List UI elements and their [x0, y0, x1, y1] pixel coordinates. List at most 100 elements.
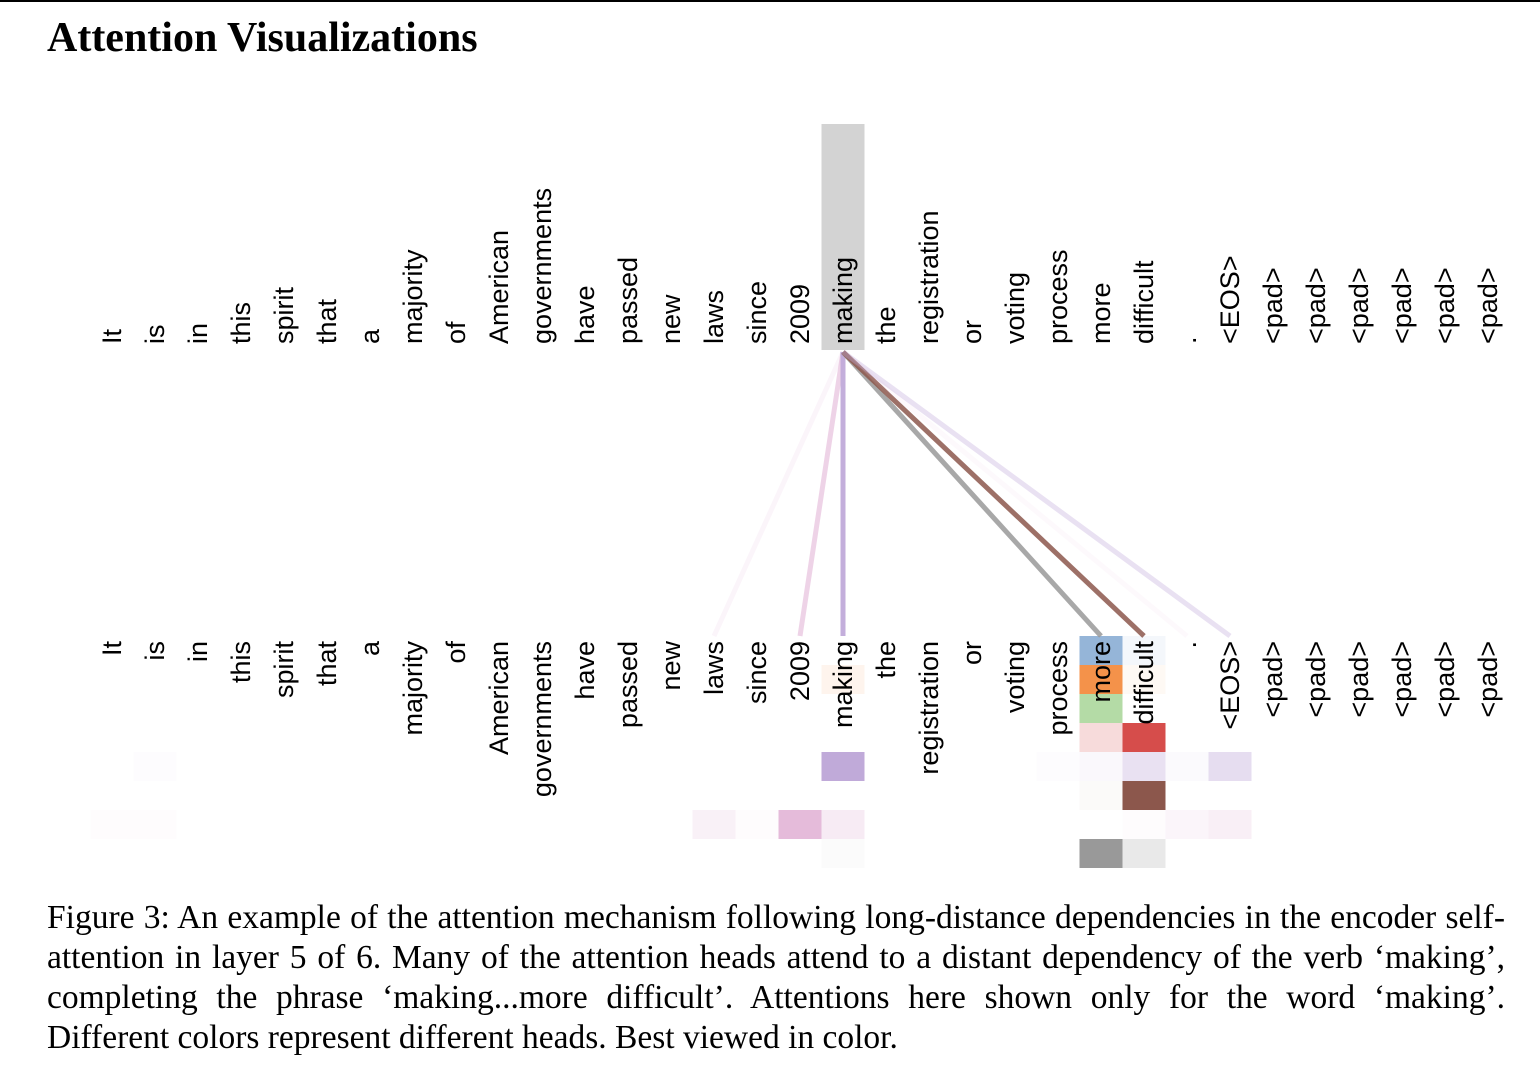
attention-cell	[1122, 839, 1166, 868]
top-token: new	[656, 294, 686, 344]
top-token: a	[355, 328, 385, 344]
bottom-token: spirit	[269, 641, 299, 699]
attention-cell	[1122, 752, 1166, 781]
top-token: registration	[914, 210, 944, 344]
attention-link	[841, 349, 1232, 639]
attention-cell	[735, 810, 779, 839]
bottom-token: <pad>	[1430, 641, 1460, 718]
attention-link	[841, 350, 1189, 638]
attention-cell	[1080, 781, 1123, 810]
top-token: in	[183, 323, 213, 344]
attention-cell	[90, 810, 134, 839]
bottom-token: process	[1043, 641, 1073, 736]
attention-cell	[1208, 752, 1252, 781]
attention-cell	[1122, 810, 1166, 839]
bottom-token: since	[742, 641, 772, 704]
top-token: that	[312, 298, 342, 344]
top-token: more	[1086, 282, 1116, 344]
attention-link	[841, 350, 1146, 638]
bottom-token: <pad>	[1344, 641, 1374, 718]
attention-cell	[1122, 781, 1166, 810]
top-token: is	[140, 325, 170, 345]
bottom-token: more	[1086, 641, 1116, 703]
top-token: .	[1172, 336, 1202, 344]
attention-link	[711, 350, 846, 638]
bottom-token: registration	[914, 641, 944, 775]
top-token: <pad>	[1387, 267, 1417, 344]
figure-caption: Figure 3: An example of the attention me…	[47, 899, 1505, 1056]
attention-cell	[821, 752, 865, 781]
bottom-token: a	[355, 640, 385, 656]
attention-cell	[1079, 752, 1123, 781]
top-token: of	[441, 321, 471, 344]
top-token: <pad>	[1301, 267, 1331, 344]
bottom-token: <pad>	[1473, 641, 1503, 718]
bottom-token: 2009	[785, 641, 815, 701]
attention-link	[841, 350, 1103, 638]
attention-cell	[821, 839, 865, 868]
top-token: It	[97, 328, 127, 344]
attention-cell	[1165, 752, 1209, 781]
top-token: this	[226, 302, 256, 344]
bottom-token: .	[1172, 641, 1202, 649]
top-token: 2009	[785, 284, 815, 344]
top-token: <pad>	[1430, 267, 1460, 344]
attention-cell	[1165, 810, 1209, 839]
bottom-token: making	[828, 641, 858, 728]
bottom-token: have	[570, 641, 600, 700]
top-token: laws	[699, 290, 729, 344]
top-rule	[0, 0, 1540, 2]
bottom-token: difficult	[1129, 641, 1159, 725]
bottom-token: governments	[527, 641, 557, 797]
section-title: Attention Visualizations	[47, 15, 478, 61]
attention-cell	[133, 810, 177, 839]
bottom-token: It	[97, 641, 127, 657]
attention-cell	[778, 810, 822, 839]
attention-cell	[821, 810, 865, 839]
attention-cell	[692, 810, 736, 839]
top-token: spirit	[269, 286, 299, 344]
top-token: the	[871, 306, 901, 344]
bottom-token: <pad>	[1301, 641, 1331, 718]
top-token: have	[570, 285, 600, 344]
bottom-token: passed	[613, 641, 643, 728]
top-token: <EOS>	[1215, 255, 1245, 344]
attention-cell	[1208, 810, 1252, 839]
attention-cell	[1122, 665, 1166, 694]
bottom-token: <pad>	[1387, 641, 1417, 718]
bottom-token: of	[441, 641, 471, 664]
bottom-token: American	[484, 641, 514, 755]
bottom-token: laws	[699, 641, 729, 695]
top-token: or	[957, 320, 987, 344]
bottom-token: <pad>	[1258, 641, 1288, 718]
attention-cell	[134, 752, 177, 781]
top-token: <pad>	[1258, 267, 1288, 344]
top-token: since	[742, 281, 772, 344]
attention-cell	[1037, 752, 1080, 781]
bottom-token: the	[871, 641, 901, 679]
bottom-token: is	[140, 641, 170, 661]
top-token: making	[828, 257, 858, 344]
attention-cell	[1122, 723, 1166, 752]
top-token: American	[484, 230, 514, 344]
bottom-token: that	[312, 641, 342, 687]
attention-cell	[1079, 723, 1123, 752]
attention-cell	[1079, 636, 1123, 665]
top-token: governments	[527, 188, 557, 344]
attention-cell	[821, 665, 865, 694]
top-token: process	[1043, 249, 1073, 344]
attention-cell	[1079, 694, 1123, 723]
bottom-token: this	[226, 641, 256, 683]
bottom-token: majority	[398, 641, 428, 736]
attention-cell	[1079, 665, 1123, 694]
attention-cell	[1122, 636, 1166, 665]
top-token: <pad>	[1473, 267, 1503, 344]
top-token: passed	[613, 257, 643, 344]
top-token: voting	[1000, 272, 1030, 344]
bottom-token: or	[957, 641, 987, 665]
bottom-token: voting	[1000, 641, 1030, 713]
top-token: majority	[398, 249, 428, 344]
bottom-token: new	[656, 640, 686, 690]
top-token: <pad>	[1344, 267, 1374, 344]
bottom-token: <EOS>	[1215, 641, 1245, 730]
